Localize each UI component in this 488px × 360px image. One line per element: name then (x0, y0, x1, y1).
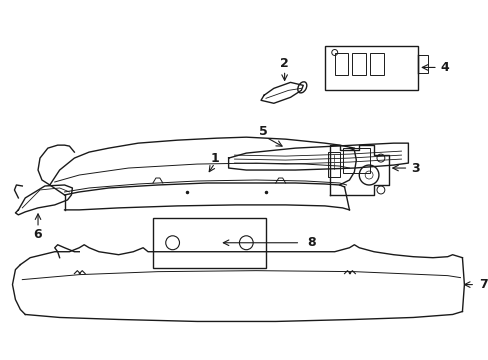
Bar (352, 54, 366, 75)
Bar (327, 152, 339, 177)
Bar (342, 148, 369, 173)
Text: 8: 8 (306, 236, 315, 249)
Bar (369, 54, 383, 75)
Bar (417, 55, 427, 73)
Bar (153, 218, 265, 268)
Bar (324, 45, 417, 90)
Text: 5: 5 (258, 125, 267, 138)
Text: 3: 3 (410, 162, 419, 175)
Text: 1: 1 (210, 152, 219, 165)
Bar (334, 54, 348, 75)
Text: 6: 6 (34, 228, 42, 241)
Text: 2: 2 (280, 57, 288, 70)
Text: 4: 4 (440, 61, 448, 74)
Text: 7: 7 (478, 278, 487, 291)
